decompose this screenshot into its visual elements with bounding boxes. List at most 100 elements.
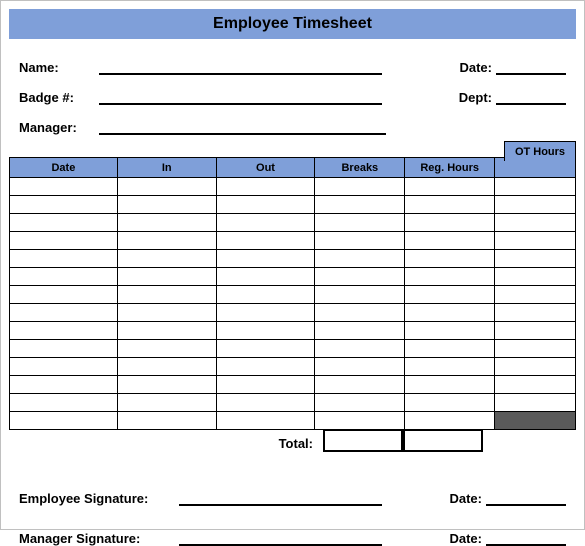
badge-field[interactable] bbox=[99, 89, 382, 105]
table-cell[interactable] bbox=[10, 358, 118, 376]
table-cell[interactable] bbox=[495, 340, 576, 358]
table-cell[interactable] bbox=[117, 376, 216, 394]
table-cell[interactable] bbox=[216, 394, 315, 412]
table-cell[interactable] bbox=[10, 196, 118, 214]
table-cell[interactable] bbox=[495, 322, 576, 340]
table-cell[interactable] bbox=[315, 286, 405, 304]
table-cell[interactable] bbox=[117, 250, 216, 268]
table-cell[interactable] bbox=[117, 358, 216, 376]
total-reg-hours[interactable] bbox=[403, 430, 483, 452]
table-cell[interactable] bbox=[117, 322, 216, 340]
table-cell[interactable] bbox=[216, 214, 315, 232]
table-cell[interactable] bbox=[315, 340, 405, 358]
date-field[interactable] bbox=[496, 59, 566, 75]
table-cell[interactable] bbox=[405, 250, 495, 268]
table-cell[interactable] bbox=[405, 196, 495, 214]
table-cell[interactable] bbox=[405, 322, 495, 340]
table-cell[interactable] bbox=[315, 196, 405, 214]
table-cell[interactable] bbox=[315, 322, 405, 340]
table-cell[interactable] bbox=[315, 250, 405, 268]
manager-field[interactable] bbox=[99, 119, 386, 135]
table-cell[interactable] bbox=[495, 196, 576, 214]
table-row bbox=[10, 358, 576, 376]
table-cell[interactable] bbox=[495, 358, 576, 376]
table-cell[interactable] bbox=[315, 232, 405, 250]
table-cell[interactable] bbox=[495, 286, 576, 304]
table-cell[interactable] bbox=[216, 412, 315, 430]
sig-row-employee: Employee Signature: Date: bbox=[19, 484, 566, 506]
table-cell[interactable] bbox=[216, 250, 315, 268]
table-cell[interactable] bbox=[315, 214, 405, 232]
table-cell[interactable] bbox=[405, 178, 495, 196]
table-cell[interactable] bbox=[10, 412, 118, 430]
table-cell[interactable] bbox=[10, 250, 118, 268]
manager-sig-date-label: Date: bbox=[432, 531, 482, 546]
table-cell[interactable] bbox=[405, 232, 495, 250]
table-cell[interactable] bbox=[315, 358, 405, 376]
table-cell[interactable] bbox=[10, 232, 118, 250]
table-cell[interactable] bbox=[315, 412, 405, 430]
table-cell[interactable] bbox=[495, 232, 576, 250]
table-cell[interactable] bbox=[117, 286, 216, 304]
table-cell[interactable] bbox=[10, 340, 118, 358]
table-cell[interactable] bbox=[216, 376, 315, 394]
dept-field[interactable] bbox=[496, 89, 566, 105]
table-cell[interactable] bbox=[117, 232, 216, 250]
table-cell[interactable] bbox=[216, 268, 315, 286]
table-cell[interactable] bbox=[495, 376, 576, 394]
table-cell[interactable] bbox=[495, 268, 576, 286]
table-cell[interactable] bbox=[10, 268, 118, 286]
table-cell[interactable] bbox=[495, 394, 576, 412]
table-cell[interactable] bbox=[315, 376, 405, 394]
table-cell[interactable] bbox=[405, 340, 495, 358]
table-cell[interactable] bbox=[10, 322, 118, 340]
table-cell[interactable] bbox=[216, 322, 315, 340]
total-breaks[interactable] bbox=[323, 430, 403, 452]
manager-sig-date-field[interactable] bbox=[486, 528, 566, 546]
table-cell[interactable] bbox=[10, 178, 118, 196]
table-cell[interactable] bbox=[315, 394, 405, 412]
table-cell[interactable] bbox=[495, 304, 576, 322]
table-cell[interactable] bbox=[216, 286, 315, 304]
table-cell[interactable] bbox=[405, 304, 495, 322]
table-cell[interactable] bbox=[10, 304, 118, 322]
table-cell[interactable] bbox=[216, 304, 315, 322]
table-cell[interactable] bbox=[495, 178, 576, 196]
table-cell[interactable] bbox=[117, 178, 216, 196]
table-cell[interactable] bbox=[315, 268, 405, 286]
table-cell[interactable] bbox=[216, 340, 315, 358]
table-row bbox=[10, 376, 576, 394]
name-field[interactable] bbox=[99, 59, 382, 75]
table-cell[interactable] bbox=[216, 358, 315, 376]
table-cell[interactable] bbox=[117, 340, 216, 358]
table-cell[interactable] bbox=[216, 178, 315, 196]
table-cell[interactable] bbox=[216, 196, 315, 214]
table-cell[interactable] bbox=[10, 376, 118, 394]
table-cell[interactable] bbox=[405, 268, 495, 286]
table-cell[interactable] bbox=[117, 268, 216, 286]
table-cell[interactable] bbox=[117, 394, 216, 412]
employee-sig-field[interactable] bbox=[179, 488, 382, 506]
table-cell[interactable] bbox=[495, 250, 576, 268]
table-cell[interactable] bbox=[315, 178, 405, 196]
table-cell[interactable] bbox=[405, 394, 495, 412]
table-row bbox=[10, 268, 576, 286]
table-cell[interactable] bbox=[405, 286, 495, 304]
table-cell[interactable] bbox=[117, 304, 216, 322]
table-cell[interactable] bbox=[216, 232, 315, 250]
table-cell[interactable] bbox=[405, 376, 495, 394]
table-cell[interactable] bbox=[405, 214, 495, 232]
employee-sig-date-field[interactable] bbox=[486, 488, 566, 506]
table-cell[interactable] bbox=[117, 196, 216, 214]
table-cell[interactable] bbox=[117, 412, 216, 430]
table-cell[interactable] bbox=[495, 214, 576, 232]
table-cell[interactable] bbox=[10, 286, 118, 304]
table-cell[interactable] bbox=[10, 214, 118, 232]
table-cell[interactable] bbox=[315, 304, 405, 322]
table-cell[interactable] bbox=[405, 412, 495, 430]
manager-sig-field[interactable] bbox=[179, 528, 382, 546]
table-cell[interactable] bbox=[117, 214, 216, 232]
table-cell[interactable] bbox=[405, 358, 495, 376]
table-cell[interactable] bbox=[495, 412, 576, 430]
table-cell[interactable] bbox=[10, 394, 118, 412]
